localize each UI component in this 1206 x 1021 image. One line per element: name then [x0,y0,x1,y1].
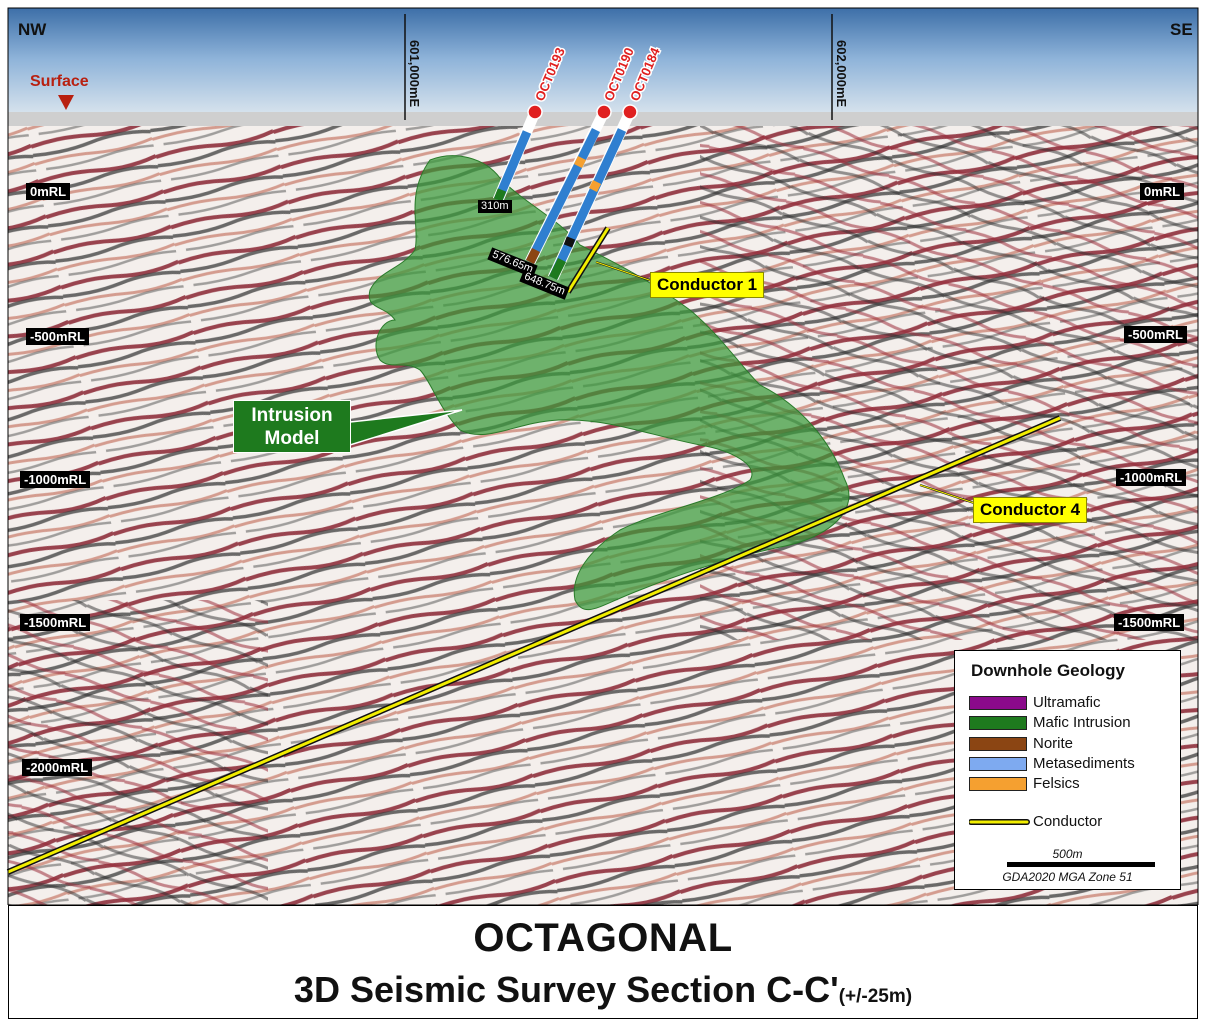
rl-right-0: 0mRL [1140,183,1185,200]
conductor-4-label: Conductor 4 [973,497,1088,523]
conductor-4-pointer-core [919,484,981,506]
conductor-1-pointer-core [595,261,656,283]
sky-band [8,8,1198,120]
legend-title: Downhole Geology [971,661,1125,680]
rl-left-500: -500mRL [26,328,89,345]
easting-label-602000: 602,000mE [834,40,849,108]
conductor-1-label: Conductor 1 [650,272,765,298]
depth-label-310: 310m [478,200,512,213]
section-border [7,7,1199,905]
rl-left-1000: -1000mRL [20,471,91,488]
drillhole-oct0190 [525,104,612,265]
drillhole-oct0184 [548,104,638,281]
intrusion-model-shape [368,155,850,610]
legend-label-mafic-intrusion: Mafic Intrusion [1033,714,1131,731]
surface-label: Surface [30,73,89,90]
scale-bar [1007,862,1155,867]
compass-nw: NW [18,20,47,39]
legend-swatch-ultramafic [969,696,1027,710]
legend-swatch-norite [969,737,1027,751]
rl-left-2000: -2000mRL [22,759,93,776]
intrusion-label-line2: Model [264,428,320,449]
rl-left-0: 0mRL [26,183,71,200]
conductor-1-line-core [566,227,610,293]
intrusion-label-line1: Intrusion [251,405,333,426]
easting-label-601000: 601,000mE [407,40,422,108]
legend-swatch-mafic-intrusion [969,716,1027,730]
legend-swatch-metasediments [969,757,1027,771]
conductor-4-line-core [7,416,1061,874]
legend-label-metasediments: Metasediments [1033,755,1135,772]
title-line2-main: 3D Seismic Survey Section C-C' [293,969,839,1010]
legend-label-conductor: Conductor [1033,813,1103,830]
surface-marker-icon [58,95,74,110]
compass-se: SE [1170,20,1193,39]
legend-conductor-line-icon [969,819,1030,825]
seismic-image-overlay-left [8,600,268,905]
crs-label: GDA2020 MGA Zone 51 [1002,870,1133,884]
rl-right-1000: -1000mRL [1116,469,1187,486]
title-line2-suffix: (+/-25m) [838,986,913,1007]
legend-label-felsics: Felsics [1033,775,1080,792]
title-box: OCTAGONAL 3D Seismic Survey Section C-C'… [8,905,1198,1019]
rl-right-1500: -1500mRL [1114,614,1185,631]
scale-bar-label: 500m [1052,847,1083,861]
drillhole-oct0193 [492,104,543,203]
seismic-image-overlay [700,120,1198,640]
title-line2: 3D Seismic Survey Section C-C'(+/-25m) [9,969,1197,1011]
legend-swatch-felsics [969,777,1027,791]
legend: Downhole Geology Ultramafic Mafic Intrus… [954,650,1181,890]
legend-label-ultramafic: Ultramafic [1033,694,1101,711]
legend-label-norite: Norite [1033,735,1074,752]
rl-left-1500: -1500mRL [20,614,91,631]
rl-right-500: -500mRL [1124,326,1187,343]
intrusion-model-label: Intrusion Model [233,400,351,453]
title-line1: OCTAGONAL [473,916,733,960]
